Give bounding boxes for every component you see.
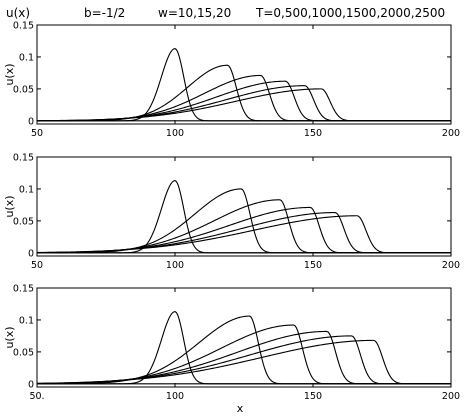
series-line-T2500 [36, 339, 451, 385]
y-tick-label: 0 [28, 248, 34, 259]
x-tick-label: 100 [166, 128, 184, 139]
x-tick-label: 150 [304, 128, 322, 139]
x-tick-label: 200 [442, 128, 460, 139]
y-tick-label: 0 [28, 379, 34, 390]
series-line-T0 [37, 48, 451, 122]
series-line-T2500 [36, 88, 451, 122]
axes-frame [36, 287, 452, 388]
series-line-T2000 [37, 85, 451, 122]
y-tick-label: 0.1 [19, 52, 34, 63]
y-tick-label: 0.05 [13, 84, 34, 95]
y-axis-label: u(x) [3, 195, 16, 217]
y-axis-label: u(x) [3, 63, 16, 85]
title-part-1: u(x) [6, 6, 30, 20]
y-tick-label: 0.05 [13, 347, 34, 358]
x-axis-label: x [237, 402, 244, 415]
x-tick-label: 100 [166, 260, 184, 271]
series-line-T2000 [36, 335, 451, 385]
title-part-4: T=0,500,1000,1500,2000,2500 [255, 6, 445, 20]
series-line-T500 [37, 64, 451, 122]
x-tick-label: 50 [31, 260, 43, 271]
y-tick-label: 0 [28, 116, 34, 127]
figure-title: u(x) b=-1/2 w=10,15,20 T=0,500,1000,1500… [6, 6, 445, 20]
series-line-T1000 [37, 74, 451, 122]
panels: 50 100 150 200 0.15 0.1 0.05 0 u(x) 50 100 150 200 0.… [3, 21, 460, 416]
axes-frame [36, 24, 452, 125]
series-line-T1000 [37, 199, 451, 254]
x-tick-label: 50 [31, 128, 43, 139]
x-tick-label: 200 [442, 260, 460, 271]
panel-1: 50 100 150 200 0.15 0.1 0.05 0 u(x) [3, 21, 460, 140]
x-tick-label: 50. [29, 391, 44, 402]
panel-3: 50. 100 150 200 0.15 0.1 0.05 0 u(x) x [3, 284, 460, 416]
y-tick-label: 0.1 [19, 315, 34, 326]
y-tick-label: 0.1 [19, 184, 34, 195]
y-tick-label: 0.15 [13, 284, 34, 295]
x-tick-label: 150 [304, 260, 322, 271]
y-tick-label: 0.15 [13, 153, 34, 164]
title-part-2: b=-1/2 [84, 6, 125, 20]
axes-frame [36, 156, 452, 257]
y-tick-label: 0.05 [13, 216, 34, 227]
x-tick-label: 100 [166, 391, 184, 402]
x-tick-label: 150 [304, 391, 322, 402]
title-part-3: w=10,15,20 [158, 6, 231, 20]
x-tick-label: 200 [442, 391, 460, 402]
series-line-T1500 [36, 330, 451, 385]
series-line-T1500 [37, 80, 451, 122]
y-axis-label: u(x) [3, 326, 16, 348]
series-line-T1500 [36, 206, 451, 254]
y-tick-label: 0.15 [13, 21, 34, 32]
series-line-T2500 [36, 215, 451, 254]
panel-2: 50 100 150 200 0.15 0.1 0.05 0 u(x) [3, 153, 460, 272]
